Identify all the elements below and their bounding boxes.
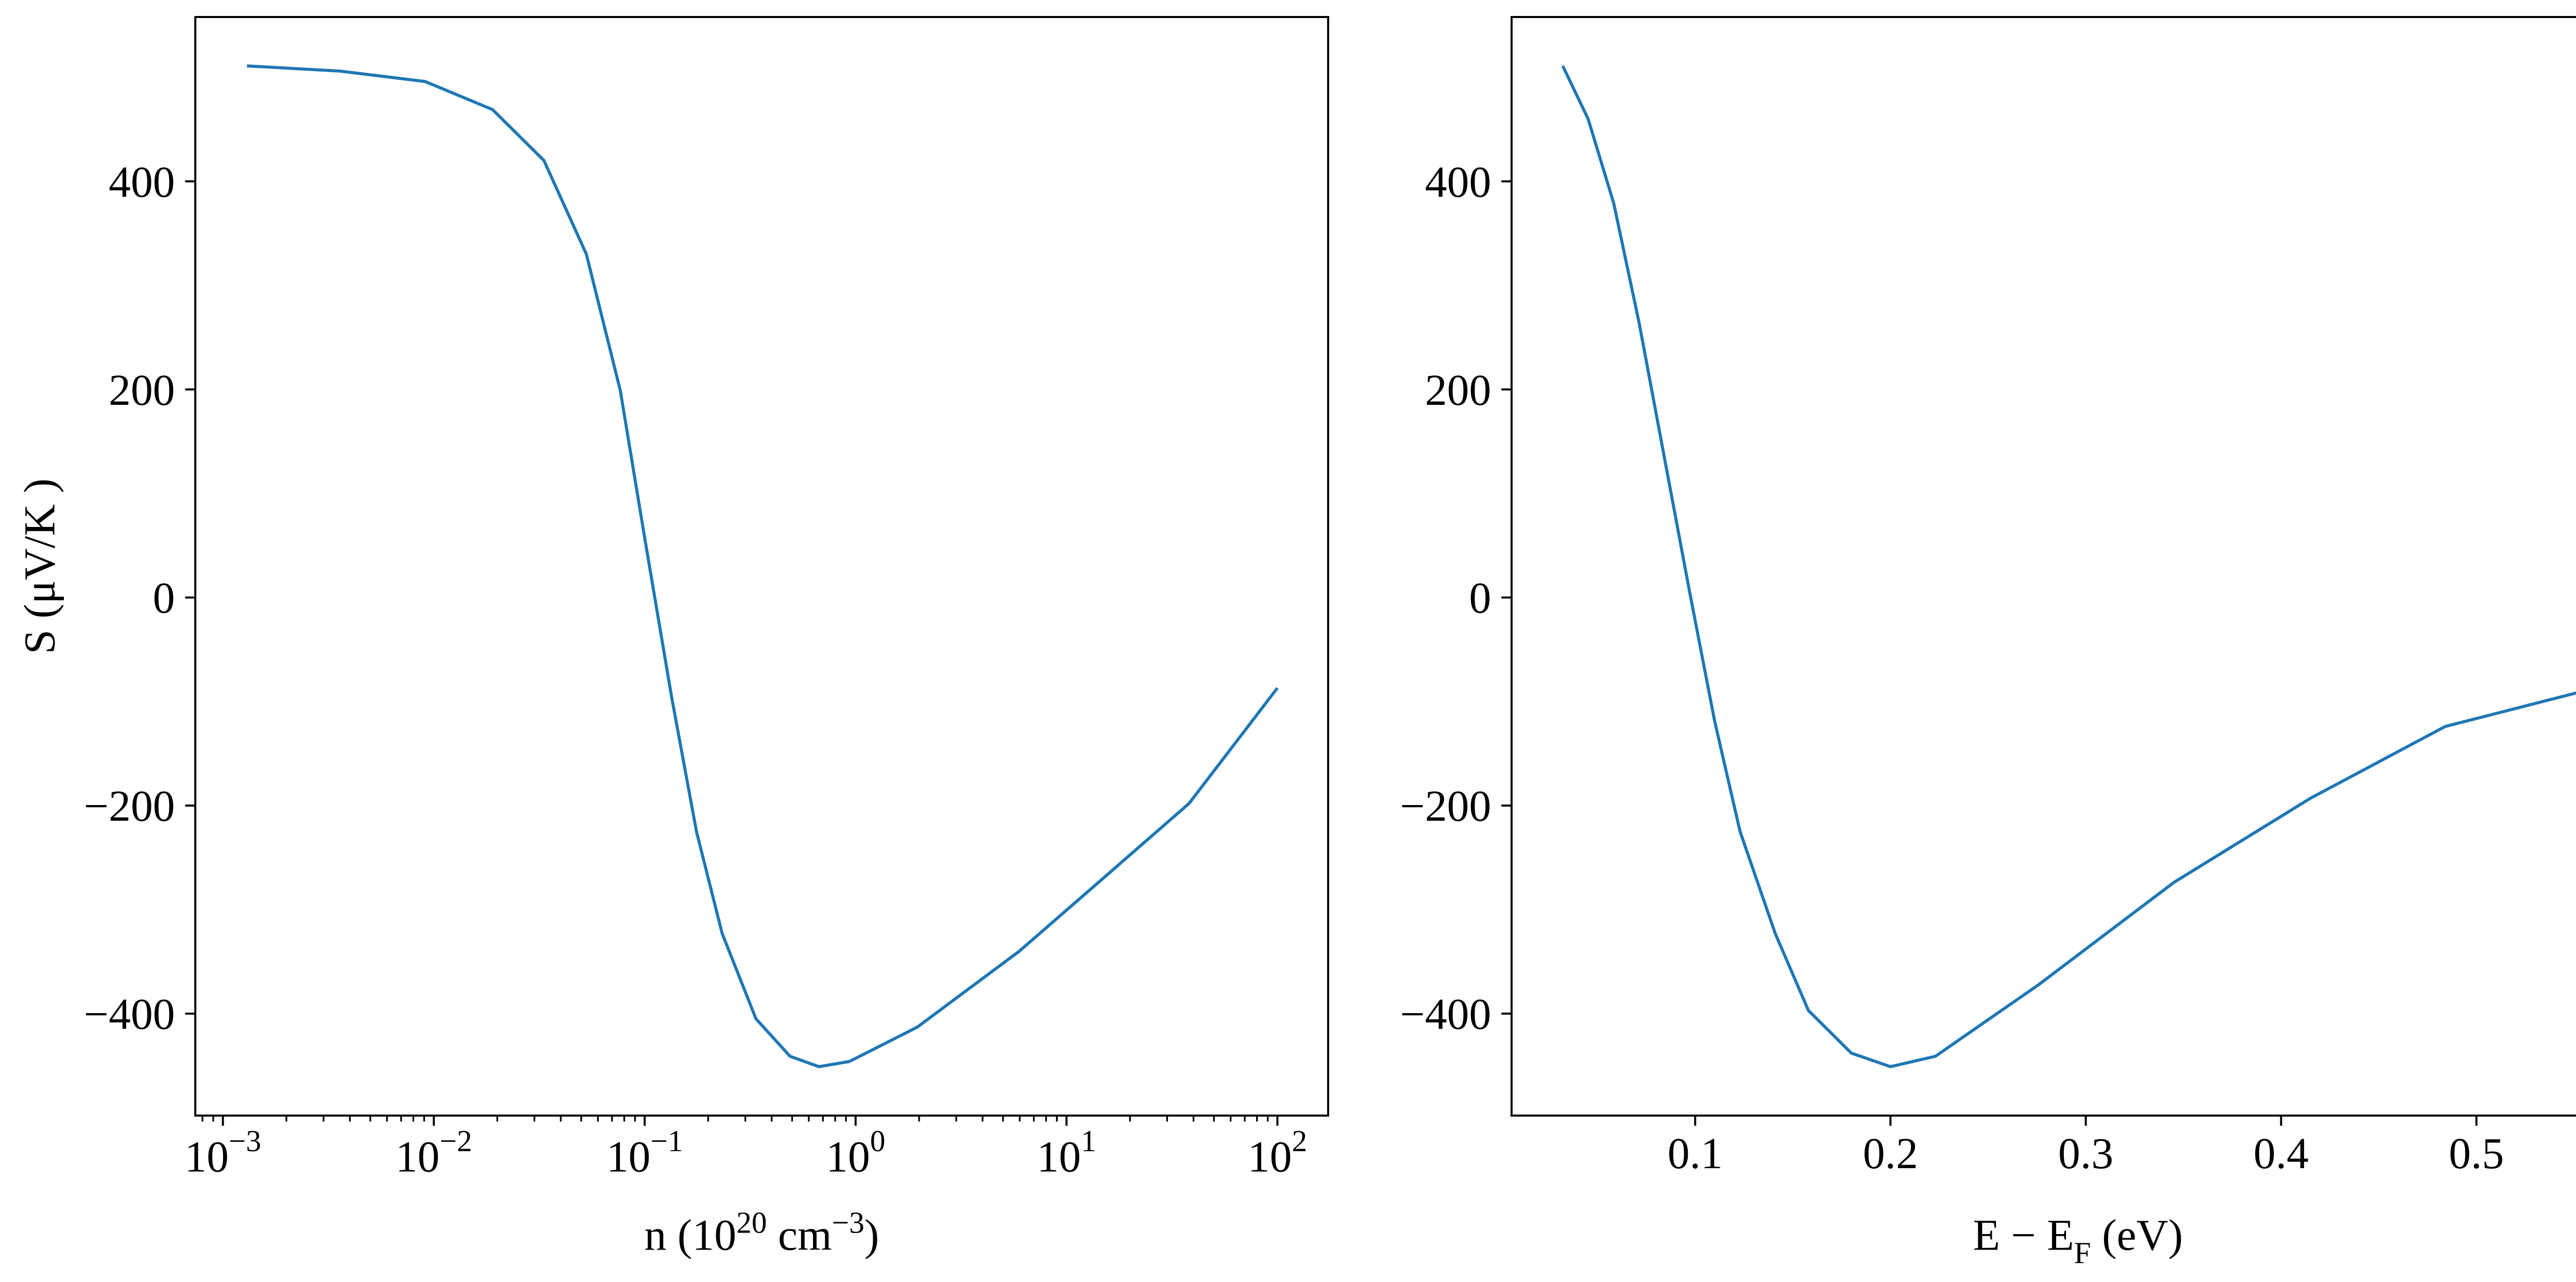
tick-base: 10 (606, 1133, 651, 1182)
data-line (247, 64, 1279, 1069)
y-tick-label: 400 (1425, 158, 1492, 207)
x-label-part: −3 (832, 1205, 865, 1239)
tick-base: 10 (184, 1133, 229, 1182)
tick-exponent: 0 (870, 1124, 886, 1158)
x-label-part: cm (767, 1210, 832, 1259)
x-tick-label: 101 (1037, 1124, 1096, 1182)
tick-exponent: −3 (229, 1124, 261, 1158)
tick-exponent: 1 (1081, 1124, 1096, 1158)
x-label-part: E − E (1973, 1210, 2074, 1259)
x-tick-label: 10−3 (184, 1124, 261, 1182)
y-tick-label: 400 (109, 158, 175, 207)
y-axis-label: S (μV/K ) (15, 478, 64, 654)
x-tick-label: 100 (826, 1124, 885, 1182)
x-label-part: n (10 (645, 1210, 737, 1259)
x-tick-label: 0.2 (1863, 1129, 1918, 1178)
x-label-part: (eV) (2091, 1210, 2183, 1259)
y-tick-label: −200 (1400, 782, 1491, 831)
tick-base: 10 (396, 1133, 440, 1182)
x-label-part: ) (865, 1210, 879, 1259)
x-tick-label: 10−1 (606, 1124, 683, 1182)
x-axis-label: E − EF (eV) (1973, 1210, 2183, 1270)
y-tick-label: −400 (84, 990, 175, 1039)
plot-frame (194, 16, 1329, 1117)
x-tick-label: 10−2 (396, 1124, 472, 1182)
tick-exponent: −1 (651, 1124, 683, 1158)
plot-frame (1510, 16, 2576, 1117)
x-tick-label: 0.1 (1668, 1129, 1723, 1178)
y-tick-label: 200 (1425, 366, 1492, 415)
y-tick-label: 200 (109, 366, 175, 415)
x-tick-label: 0.3 (2058, 1129, 2113, 1178)
x-tick-label: 0.4 (2253, 1129, 2309, 1178)
tick-base: 10 (1037, 1133, 1081, 1182)
y-tick-label: 0 (153, 574, 175, 623)
y-tick-label: 0 (1469, 574, 1492, 623)
y-tick-label: −400 (1400, 990, 1491, 1039)
tick-base: 10 (826, 1133, 870, 1182)
data-line (1561, 65, 2576, 1069)
x-tick-label: 102 (1248, 1124, 1307, 1182)
tick-exponent: 2 (1292, 1124, 1307, 1158)
x-label-part: F (2074, 1236, 2091, 1270)
tick-base: 10 (1248, 1133, 1292, 1182)
x-tick-label: 0.5 (2449, 1129, 2504, 1178)
tick-exponent: −2 (439, 1124, 472, 1158)
x-axis-label: n (1020 cm−3) (645, 1205, 879, 1259)
x-label-part: 20 (736, 1205, 767, 1239)
y-tick-label: −200 (84, 782, 175, 831)
